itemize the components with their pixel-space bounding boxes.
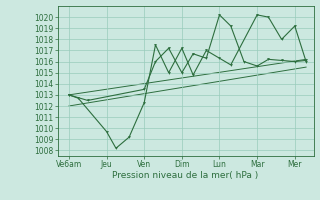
X-axis label: Pression niveau de la mer( hPa ): Pression niveau de la mer( hPa )	[112, 171, 259, 180]
